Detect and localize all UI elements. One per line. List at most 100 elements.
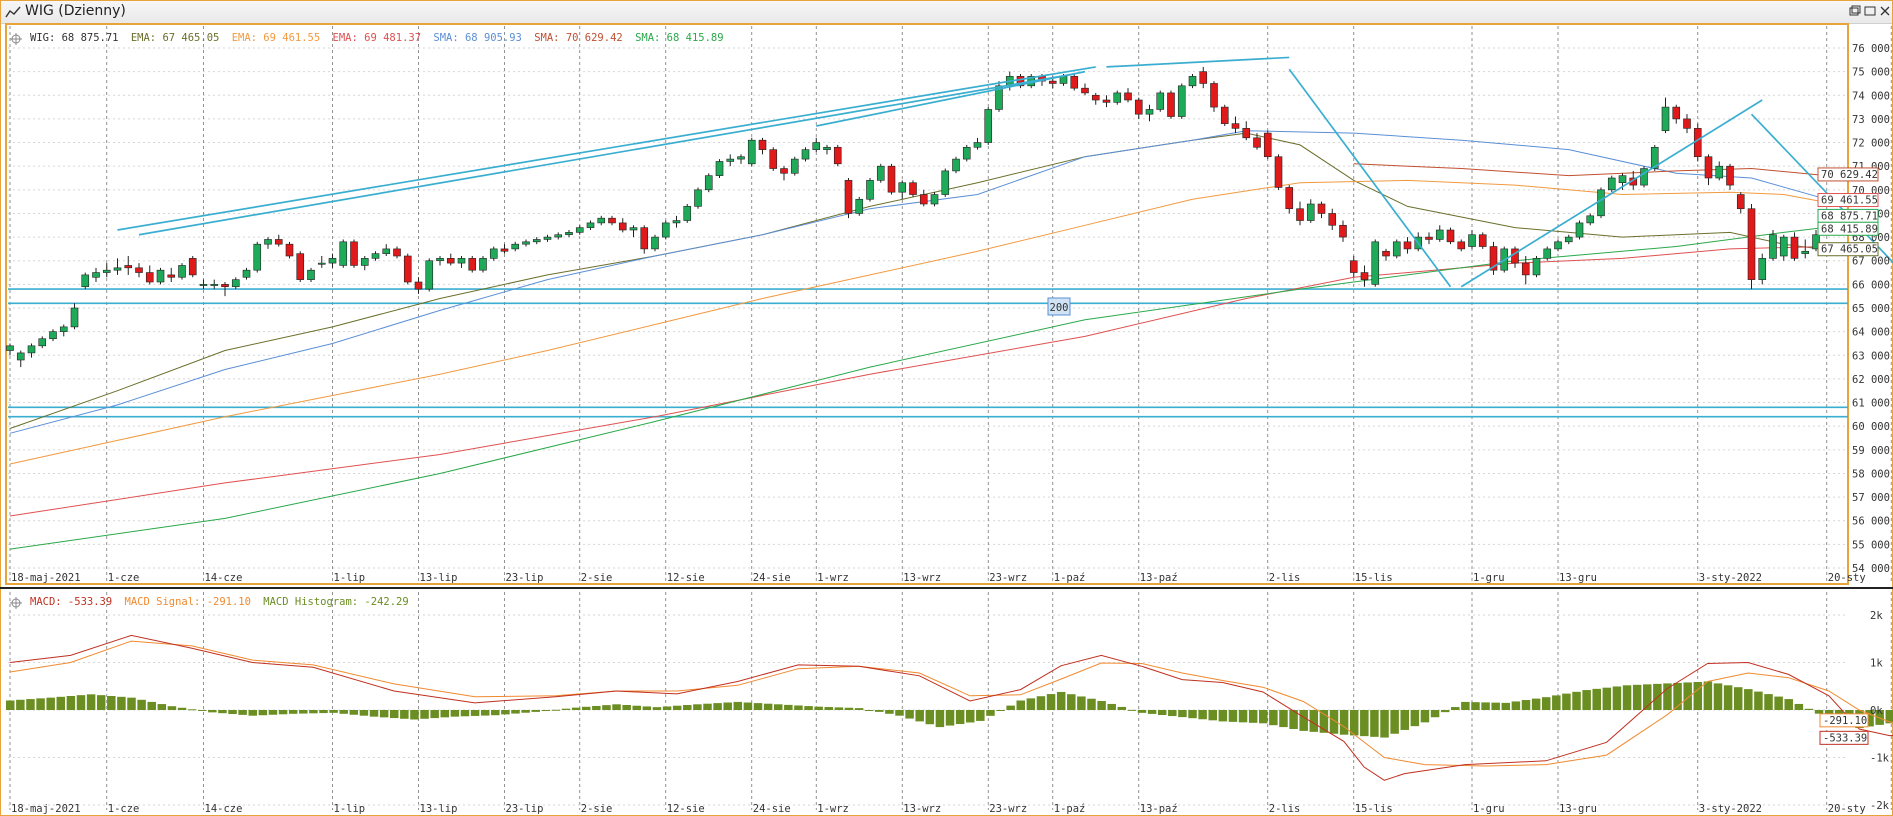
macd-histogram-bar	[773, 704, 783, 710]
candle-body	[199, 284, 208, 286]
macd-histogram-bar	[1451, 707, 1460, 710]
price-x-tick: 2-lis	[1269, 572, 1301, 584]
candle-body	[145, 272, 154, 283]
close-icon[interactable]	[1878, 5, 1892, 17]
macd-histogram-bar	[804, 706, 813, 710]
macd-histogram-bar	[6, 700, 15, 710]
price-value-label: 68 415.89	[1817, 221, 1879, 236]
candle-body	[1156, 92, 1165, 110]
macd-histogram-bar	[794, 705, 803, 710]
macd-histogram-bar	[1673, 682, 1682, 710]
candle	[1543, 246, 1552, 261]
macd-value-text: -533.39	[1823, 732, 1867, 744]
window-title: WIG (Dzienny)	[25, 3, 126, 19]
macd-histogram-bar	[1289, 710, 1298, 729]
price-settings-icon[interactable]	[10, 33, 22, 45]
macd-histogram-bar	[157, 704, 167, 710]
candle-body	[930, 194, 939, 205]
moving-averages	[9, 130, 1827, 550]
candle	[1285, 185, 1294, 214]
candle-body	[382, 248, 391, 254]
candle	[1124, 88, 1132, 103]
macd-histogram-bar	[96, 695, 106, 710]
candle-body	[231, 279, 240, 288]
candle	[1091, 92, 1100, 105]
price-y-tick: 72 000	[1852, 138, 1890, 150]
candle-body	[1145, 109, 1154, 115]
candle	[758, 137, 767, 155]
macd-histogram-bar	[1188, 710, 1197, 719]
candle	[371, 251, 380, 261]
candle	[339, 239, 348, 268]
candle	[683, 204, 692, 223]
macd-histogram-bar	[278, 710, 288, 715]
price-x-tick: 13-paź	[1140, 572, 1178, 584]
candle	[608, 215, 616, 226]
candle-body	[124, 265, 133, 269]
restore-icon[interactable]	[1847, 5, 1861, 17]
candle	[1575, 220, 1584, 240]
candle-body	[242, 269, 251, 278]
macd-histogram-bar	[915, 710, 924, 722]
macd-histogram-bar	[1299, 710, 1308, 731]
candle-body	[59, 326, 68, 332]
candle-body	[1597, 189, 1605, 217]
macd-histogram-bar	[26, 699, 35, 710]
macd-settings-icon[interactable]	[10, 597, 22, 609]
macd-histogram-bar	[1208, 710, 1217, 721]
candle-body	[446, 258, 455, 264]
candle-body	[113, 267, 122, 271]
candle-body	[919, 194, 928, 205]
candle-body	[1607, 177, 1616, 191]
maximize-icon[interactable]	[1863, 5, 1877, 17]
macd-histogram-bar	[46, 697, 55, 710]
candle-body	[1328, 213, 1337, 226]
price-value-text: 70 629.42	[1821, 169, 1878, 181]
annotation-box	[1047, 297, 1071, 316]
price-x-tick: 1-lip	[334, 572, 366, 584]
price-x-tick: 18-maj-2021	[11, 572, 81, 584]
macd-histogram-bar	[1036, 696, 1046, 710]
candle	[629, 225, 638, 238]
candle	[812, 137, 821, 152]
price-value-label: 68 875.71	[1817, 208, 1879, 223]
panel-settings-icons[interactable]	[10, 33, 22, 609]
macd-histogram-bar	[268, 710, 278, 715]
candle	[102, 263, 111, 278]
macd-histogram-bar	[1360, 710, 1369, 737]
price-x-tick: 13-gru	[1559, 572, 1597, 584]
candle-body	[1199, 71, 1208, 84]
candle	[1156, 90, 1165, 112]
macd-histogram-bar	[1390, 710, 1399, 734]
price-x-tick: 15-lis	[1355, 572, 1393, 584]
legend-sma-1: SMA: 68 905.93	[433, 32, 522, 44]
macd-histogram-bar	[895, 710, 904, 716]
macd-histogram-bar	[117, 696, 126, 710]
legend-macd: MACD: -533.39	[30, 596, 112, 608]
macd-histogram-bar	[258, 710, 268, 716]
macd-histogram-bar	[1147, 710, 1157, 714]
candle	[651, 234, 659, 252]
macd-histogram-bar	[1309, 710, 1319, 732]
macd-histogram-bar	[1218, 710, 1228, 722]
macd-x-tick: 23-wrz	[989, 803, 1027, 815]
macd-histogram-bar	[1713, 683, 1723, 710]
candle	[780, 166, 788, 181]
candle-body	[855, 198, 864, 214]
candle	[941, 168, 950, 197]
candle	[984, 107, 993, 145]
macd-histogram-bar	[400, 710, 409, 719]
macd-histogram-bar	[622, 705, 631, 710]
macd-x-tick: 2-sie	[581, 803, 613, 815]
macd-histogram-bar	[430, 710, 439, 719]
candle	[285, 241, 294, 259]
axes: 54 000 55 000 56 000 57 000 58 000 59 000 60 0…	[11, 43, 1890, 815]
macd-histogram-bar	[1370, 710, 1379, 737]
candle-body	[801, 149, 810, 160]
price-y-tick: 73 000	[1852, 114, 1890, 126]
candle-body	[178, 265, 186, 278]
candle-body	[909, 182, 917, 195]
macd-histogram-bar	[1380, 710, 1389, 738]
candle-body	[661, 222, 670, 238]
candle-body	[1812, 234, 1820, 250]
